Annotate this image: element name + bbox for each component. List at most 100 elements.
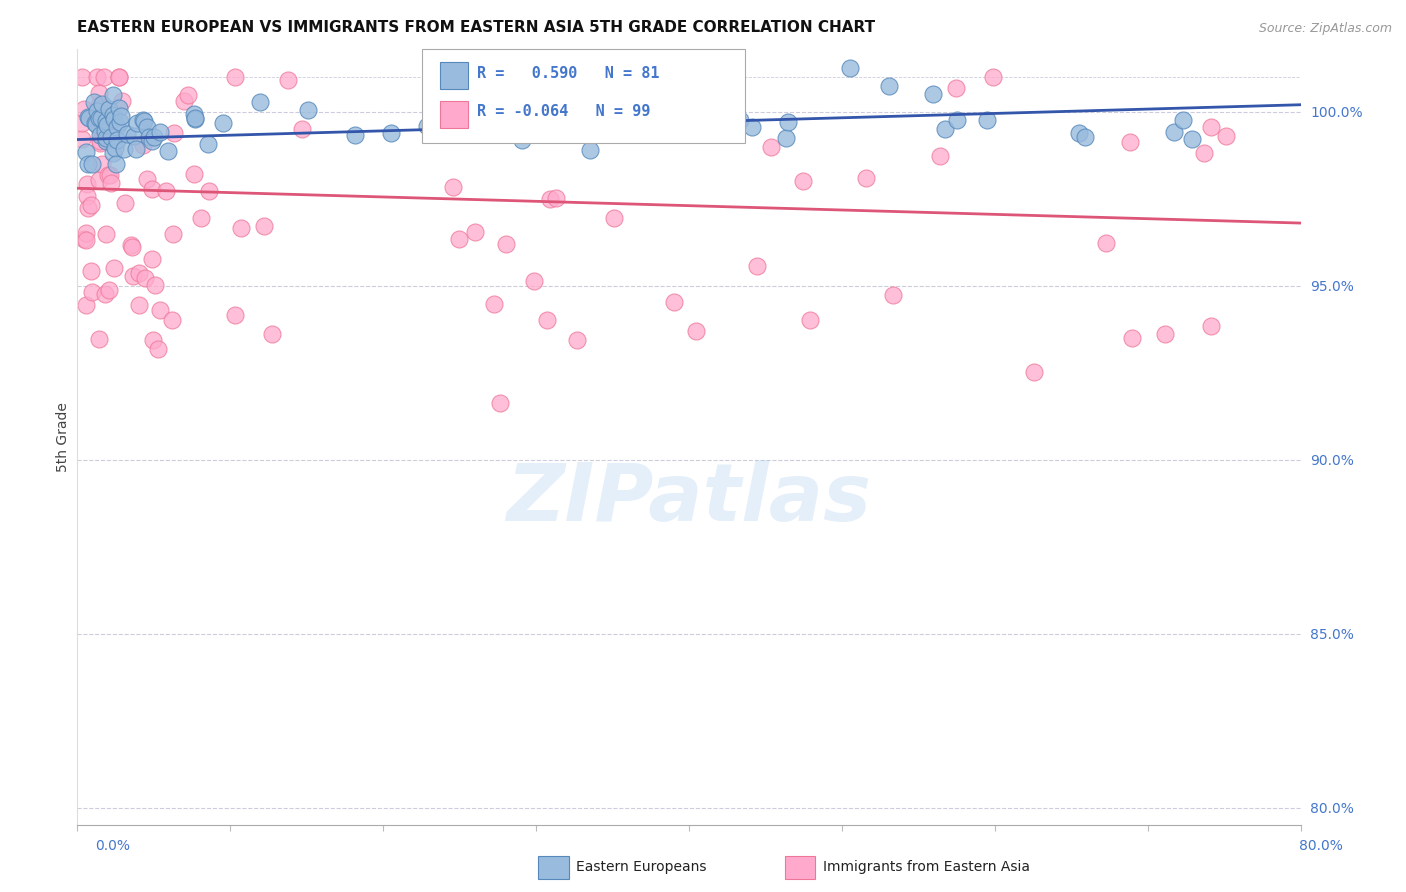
Point	[80, 264, 103, 278]
Point	[877, 78, 900, 93]
Point	[465, 70, 488, 84]
Point	[184, 112, 207, 126]
Point	[571, 117, 593, 131]
Point	[89, 172, 111, 186]
Point	[1067, 126, 1090, 140]
Point	[720, 127, 742, 141]
Point	[211, 115, 233, 129]
Point	[114, 195, 136, 210]
Point	[162, 227, 184, 242]
Point	[728, 113, 751, 128]
Point	[121, 240, 143, 254]
Point	[142, 333, 165, 347]
Point	[77, 110, 100, 124]
Text: R =   0.590   N = 81: R = 0.590 N = 81	[477, 66, 659, 80]
Point	[253, 219, 276, 233]
Point	[131, 138, 153, 153]
Point	[593, 86, 616, 100]
Point	[1173, 112, 1195, 127]
Point	[1119, 135, 1142, 149]
Text: EASTERN EUROPEAN VS IMMIGRANTS FROM EASTERN ASIA 5TH GRADE CORRELATION CHART: EASTERN EUROPEAN VS IMMIGRANTS FROM EAST…	[77, 21, 876, 36]
Point	[184, 112, 207, 126]
Point	[108, 70, 131, 84]
Point	[87, 121, 110, 136]
Point	[610, 116, 633, 130]
Point	[77, 111, 100, 125]
Point	[162, 313, 184, 327]
Point	[538, 192, 561, 206]
Point	[89, 128, 111, 143]
Text: Source: ZipAtlas.com: Source: ZipAtlas.com	[1258, 22, 1392, 36]
Point	[792, 173, 814, 187]
Y-axis label: 5th Grade: 5th Grade	[56, 402, 70, 472]
Point	[96, 113, 118, 128]
Point	[1215, 128, 1237, 143]
Point	[84, 115, 107, 129]
Point	[249, 95, 271, 110]
Point	[100, 168, 122, 182]
Point	[149, 303, 172, 318]
Point	[101, 88, 124, 103]
Point	[90, 111, 112, 125]
Text: R = -0.064   N = 99: R = -0.064 N = 99	[477, 104, 650, 119]
Point	[664, 295, 686, 310]
Point	[1201, 120, 1223, 135]
Point	[190, 211, 212, 225]
Point	[83, 95, 105, 110]
Point	[75, 145, 97, 159]
Point	[104, 141, 127, 155]
Point	[1024, 365, 1046, 379]
Point	[73, 232, 96, 246]
Point	[839, 61, 862, 75]
Point	[110, 114, 132, 128]
Point	[89, 86, 111, 100]
Point	[197, 136, 219, 151]
Point	[141, 252, 163, 267]
Point	[441, 180, 464, 194]
Point	[981, 70, 1004, 84]
Point	[80, 285, 103, 299]
Point	[1199, 319, 1222, 334]
Point	[855, 170, 877, 185]
Point	[224, 70, 246, 84]
Point	[183, 167, 205, 181]
Point	[143, 130, 166, 145]
Point	[761, 140, 783, 154]
Point	[976, 113, 998, 128]
Point	[262, 326, 284, 341]
Point	[100, 130, 122, 145]
Point	[105, 133, 128, 147]
Point	[93, 70, 115, 84]
Point	[94, 123, 117, 137]
Point	[90, 157, 112, 171]
Point	[96, 118, 118, 132]
Point	[482, 297, 505, 311]
Point	[89, 136, 111, 150]
Point	[80, 157, 103, 171]
Point	[86, 70, 108, 84]
Point	[882, 288, 904, 302]
Point	[1154, 327, 1177, 342]
Point	[344, 128, 367, 142]
Point	[86, 103, 108, 118]
Point	[108, 101, 131, 115]
Point	[94, 227, 117, 241]
Point	[1163, 125, 1185, 139]
Point	[155, 184, 177, 198]
Point	[512, 132, 534, 146]
Point	[122, 268, 145, 283]
Point	[136, 120, 159, 135]
Point	[100, 176, 122, 190]
Point	[103, 260, 125, 275]
Point	[98, 102, 121, 116]
Point	[922, 87, 945, 101]
Point	[544, 191, 567, 205]
Point	[565, 333, 588, 347]
Point	[536, 313, 558, 327]
Point	[464, 225, 486, 239]
Point	[224, 308, 246, 322]
Text: Immigrants from Eastern Asia: Immigrants from Eastern Asia	[823, 860, 1029, 874]
Point	[115, 128, 138, 142]
Point	[120, 237, 142, 252]
Point	[747, 259, 769, 273]
